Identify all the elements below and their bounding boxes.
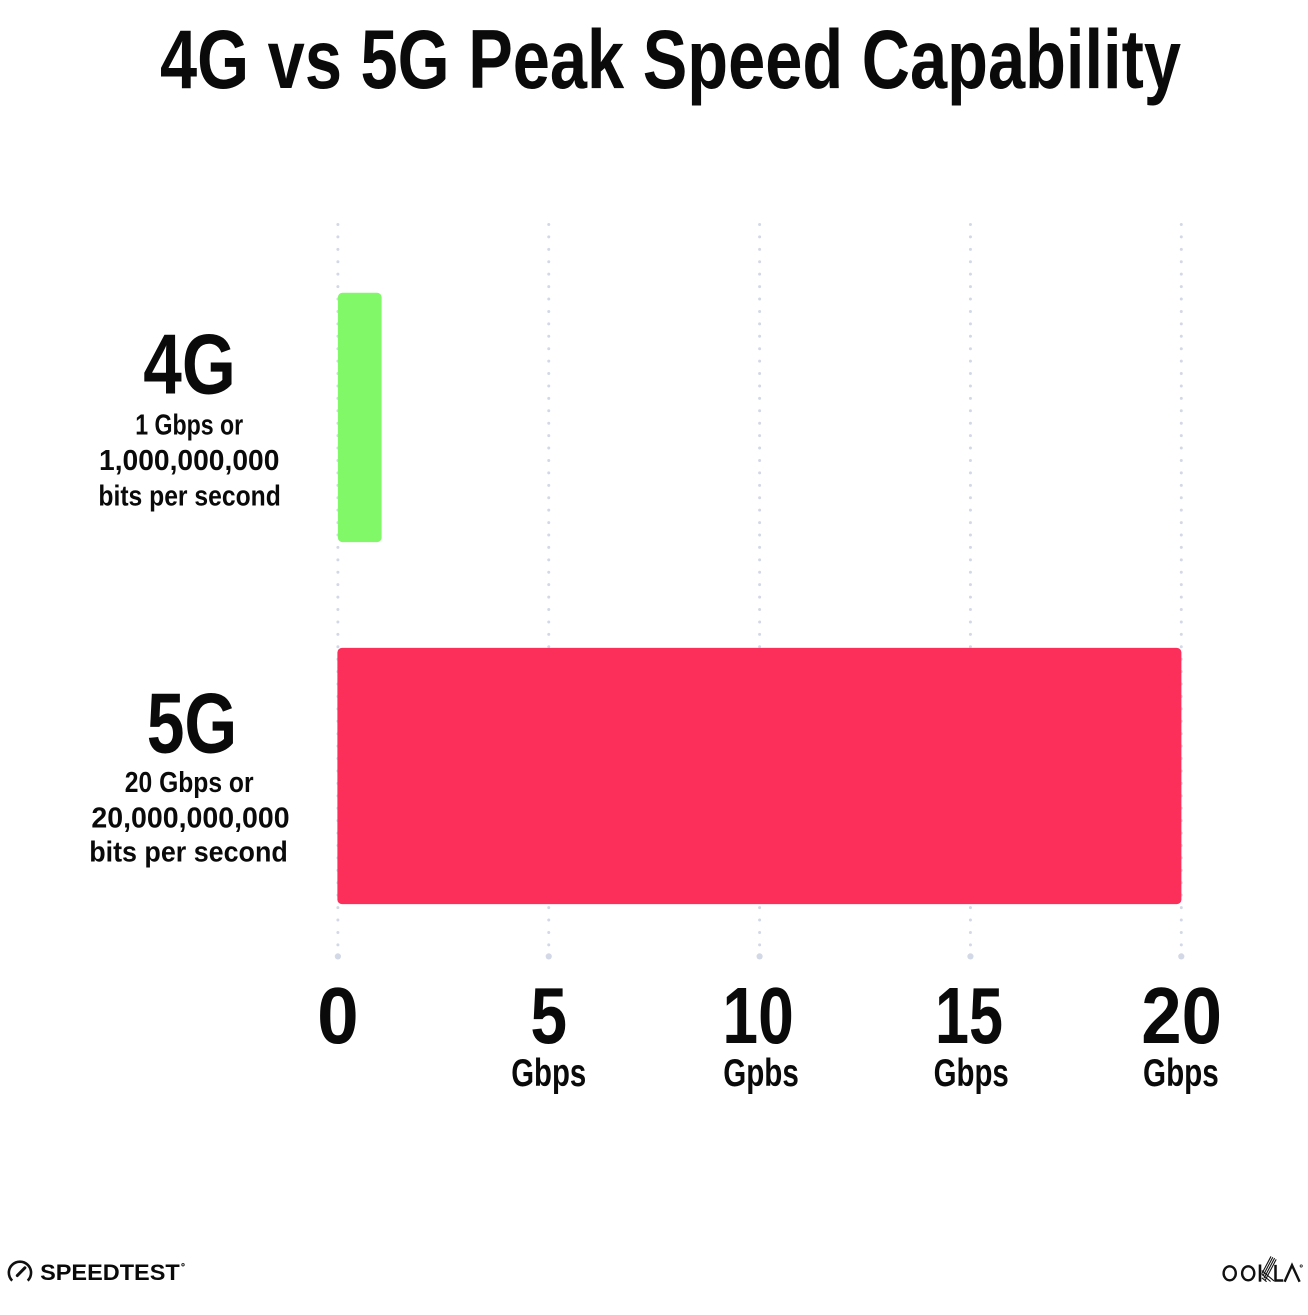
svg-text:4G: 4G xyxy=(143,317,236,412)
svg-text:15: 15 xyxy=(935,971,1003,1060)
svg-text:10: 10 xyxy=(722,971,793,1060)
svg-text:20,000,000,000: 20,000,000,000 xyxy=(91,802,289,834)
svg-text:20 Gbps or: 20 Gbps or xyxy=(125,767,254,799)
svg-text:1,000,000,000: 1,000,000,000 xyxy=(99,445,279,477)
svg-text:0: 0 xyxy=(317,971,359,1060)
svg-text:5: 5 xyxy=(530,971,567,1060)
svg-text:Gbps: Gbps xyxy=(1143,1052,1219,1095)
svg-text:SPEEDTEST: SPEEDTEST xyxy=(40,1260,180,1285)
svg-text:4G vs 5G Peak Speed Capability: 4G vs 5G Peak Speed Capability xyxy=(160,12,1181,106)
svg-text:bits per second: bits per second xyxy=(98,481,280,513)
svg-text:Gbps: Gbps xyxy=(934,1052,1009,1095)
svg-text:bits per second: bits per second xyxy=(89,837,288,869)
svg-text:1 Gbps or: 1 Gbps or xyxy=(135,409,243,441)
svg-text:Gpbs: Gpbs xyxy=(723,1052,799,1095)
svg-text:Gbps: Gbps xyxy=(511,1052,586,1095)
svg-text:20: 20 xyxy=(1141,971,1222,1060)
svg-text:5G: 5G xyxy=(147,677,238,772)
